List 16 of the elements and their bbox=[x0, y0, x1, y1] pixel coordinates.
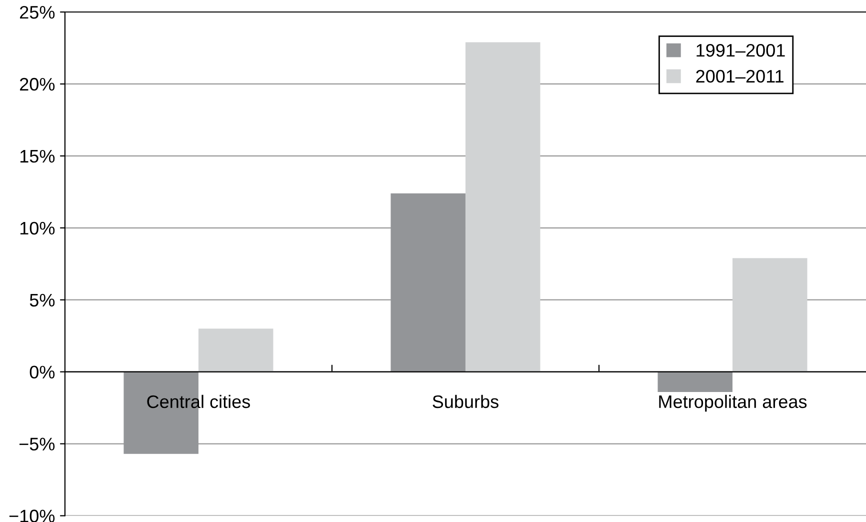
y-tick-label: −5% bbox=[19, 438, 55, 450]
x-tick-label: Suburbs bbox=[432, 394, 498, 408]
y-tick-label: 20% bbox=[20, 78, 55, 91]
y-tick-label: 0% bbox=[30, 366, 55, 379]
bar bbox=[465, 42, 540, 372]
x-tick-label: Metropolitan areas bbox=[659, 394, 807, 412]
legend-label: 2001–2011 bbox=[696, 70, 784, 83]
y-tick-label: 5% bbox=[30, 294, 55, 307]
bar bbox=[658, 372, 732, 392]
y-tick-label: 15% bbox=[20, 150, 55, 163]
y-tick-label: −10% bbox=[9, 510, 55, 522]
bar bbox=[732, 258, 808, 372]
bar bbox=[198, 328, 274, 372]
y-tick-label: 10% bbox=[20, 222, 55, 235]
legend-label: 1991–2001 bbox=[696, 44, 785, 57]
y-tick-label: 25% bbox=[20, 6, 55, 19]
